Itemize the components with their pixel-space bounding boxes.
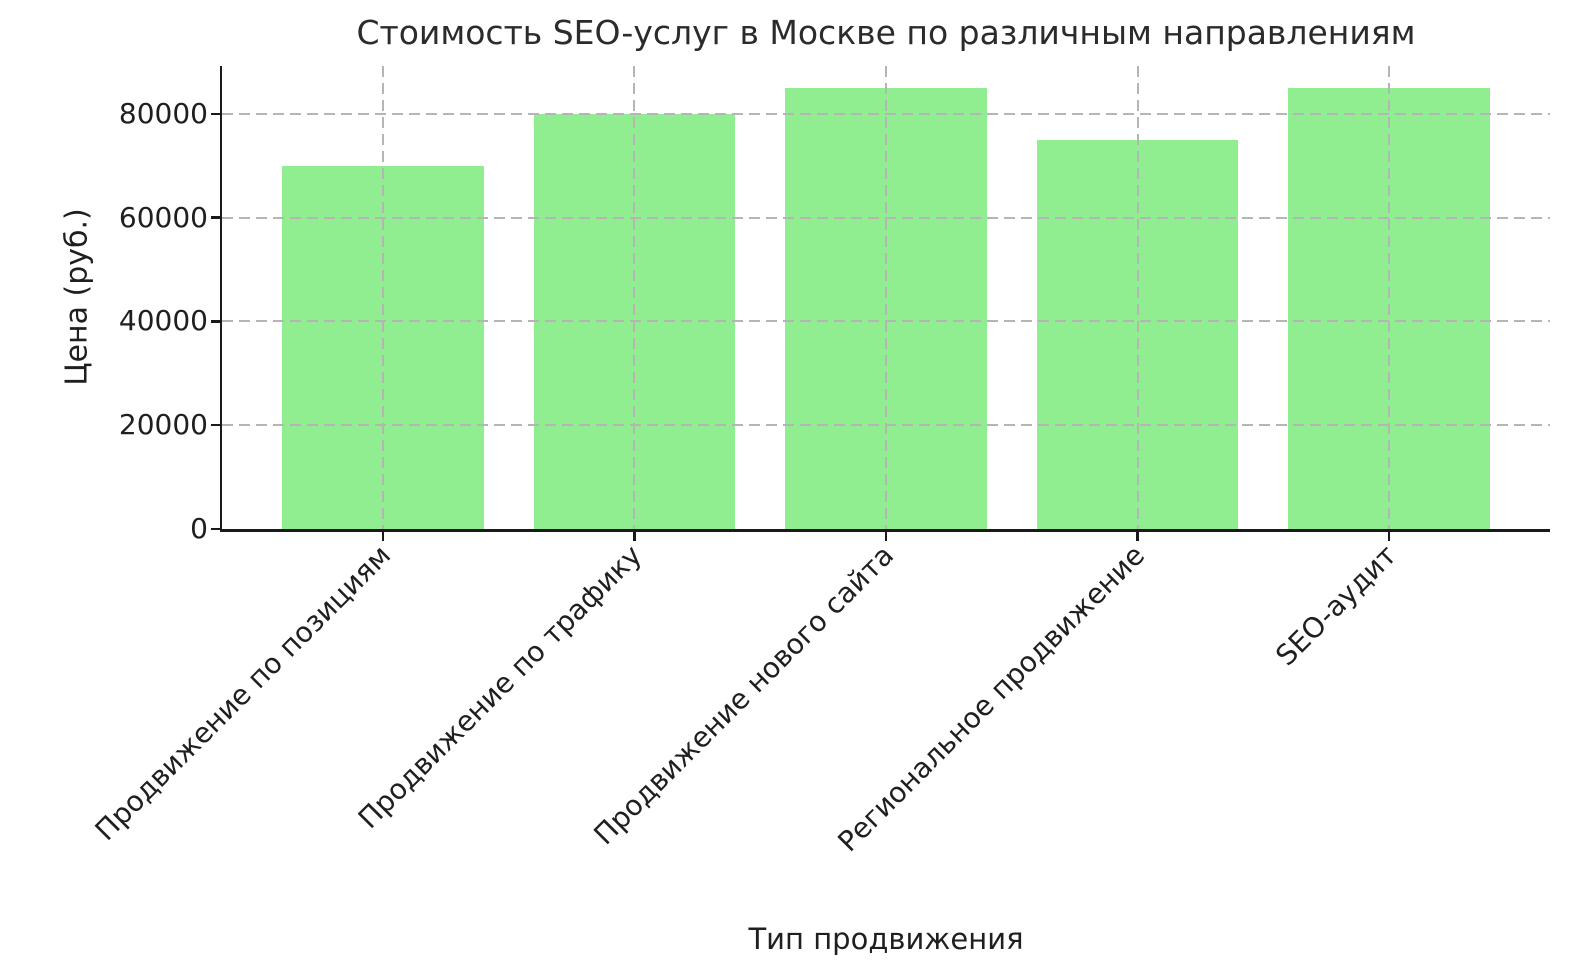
y-tick (210, 216, 220, 219)
y-tick-label: 80000 (118, 96, 208, 130)
y-tick (210, 527, 220, 531)
y-axis-label: Цена (руб.) (59, 208, 95, 386)
x-tick (1387, 531, 1391, 541)
chart-title: Стоимость SEO-услуг в Москве по различны… (356, 13, 1416, 52)
x-gridline (885, 66, 887, 529)
y-axis-spine (219, 66, 222, 532)
x-tick-label: Продвижение нового сайта (587, 538, 900, 852)
x-tick (1136, 531, 1139, 541)
x-gridline (1136, 66, 1139, 529)
x-gridline (1388, 66, 1391, 529)
x-gridline (633, 66, 636, 529)
y-tick-label: 20000 (118, 408, 208, 442)
y-tick-label: 40000 (118, 304, 208, 338)
x-tick-label: Продвижение по трафику (351, 538, 649, 836)
x-tick-label: SEO-аудит (1269, 538, 1403, 673)
x-gridline (381, 66, 384, 529)
x-tick (884, 531, 888, 541)
x-tick (633, 531, 636, 541)
y-tick (210, 423, 220, 427)
y-tick-label: 0 (190, 512, 208, 545)
y-tick (210, 112, 220, 116)
x-axis-label: Тип продвижения (748, 922, 1024, 956)
plot-area: 0 20000 40000 60000 80000 Продвижение по пози… (88, 66, 1550, 858)
x-tick-label: Региональное продвижение (831, 538, 1152, 859)
y-tick-label: 60000 (118, 200, 208, 234)
x-axis-spine (219, 529, 1550, 532)
y-tick (210, 320, 220, 323)
x-tick (381, 531, 385, 541)
x-tick-label: Продвижение по позициям (88, 538, 397, 848)
